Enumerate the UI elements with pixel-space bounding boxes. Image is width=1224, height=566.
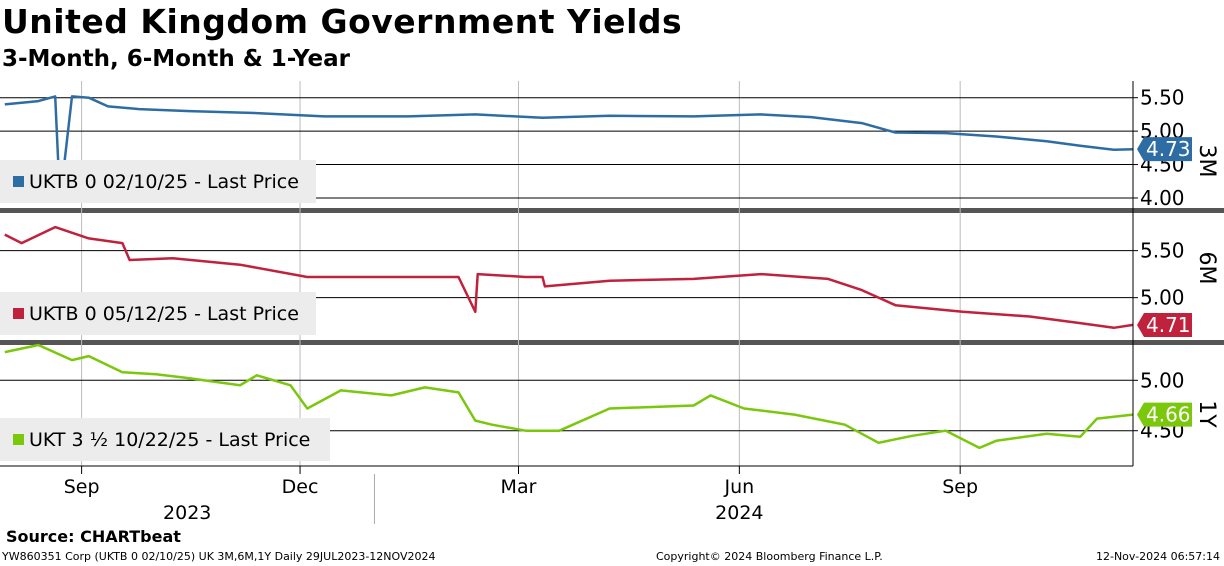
panel-label: 6M [1194,252,1219,285]
panel-separator [0,340,1224,345]
last-value-label: 4.73 [1146,137,1191,161]
legend-bg [0,292,316,335]
last-value-tag-bg [1137,402,1192,427]
series-line [4,343,1134,450]
y-tick-label: 5.00 [1140,286,1185,310]
chart-subtitle: 3-Month, 6-Month & 1-Year [2,46,350,72]
chart-title: United Kingdom Government Yields [2,2,683,41]
last-value-tag: 4.71 [1137,312,1192,337]
x-tick-label: Dec [282,476,319,498]
y-tick-label: 5.50 [1140,239,1185,263]
legend: UKTB 0 05/12/25 - Last Price [0,292,316,335]
legend-bg [0,160,316,203]
source-note: Source: CHARTbeat [6,527,181,546]
panel-label: 1Y [1194,400,1219,428]
footer-timestamp: 12-Nov-2024 06:57:14 [1095,550,1220,563]
footer-copyright: Copyright© 2024 Bloomberg Finance L.P. [656,550,883,563]
legend-label: UKT 3 ½ 10/22/25 - Last Price [29,429,310,451]
legend-swatch [13,308,24,319]
series-line [4,225,1134,330]
legend: UKT 3 ½ 10/22/25 - Last Price [0,418,330,461]
last-value-tag-bg [1137,312,1192,337]
x-tick-label: Jun [723,476,754,498]
legend-swatch [13,434,24,445]
last-value-tag: 4.66 [1137,402,1192,427]
legend-label: UKTB 0 02/10/25 - Last Price [29,171,299,193]
year-label: 2024 [715,502,763,524]
panel-label: 3M [1194,145,1219,178]
series-line [4,95,1134,203]
y-tick-label: 5.00 [1140,368,1185,392]
last-value-label: 4.66 [1146,403,1191,427]
legend-label: UKTB 0 05/12/25 - Last Price [29,303,299,325]
last-value-tag: 4.73 [1137,137,1192,162]
y-tick-label: 4.00 [1140,186,1185,210]
last-value-label: 4.71 [1146,313,1191,337]
year-label: 2023 [163,502,211,524]
x-tick-label: Mar [501,476,537,498]
x-tick-label: Sep [64,476,100,498]
last-value-tag-bg [1137,137,1192,162]
legend: UKTB 0 02/10/25 - Last Price [0,160,316,203]
y-tick-label: 5.50 [1140,86,1185,110]
x-tick-label: Sep [942,476,978,498]
legend-bg [0,418,330,461]
panel-separator [0,208,1224,213]
legend-swatch [13,176,24,187]
footer-ticker-info: YW860351 Corp (UKTB 0 02/10/25) UK 3M,6M… [2,550,436,563]
